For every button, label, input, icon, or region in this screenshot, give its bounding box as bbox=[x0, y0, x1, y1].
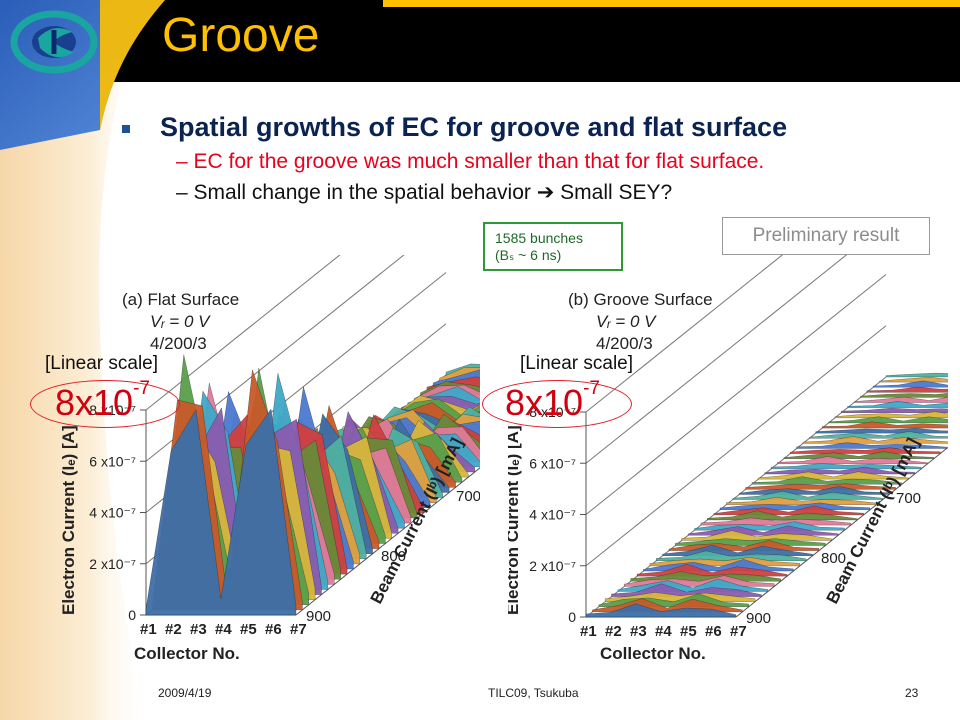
collector-tick-label: #7 bbox=[290, 621, 307, 638]
slide-title: Groove bbox=[162, 9, 320, 62]
chart-a-vr: Vᵣ = 0 V bbox=[150, 312, 211, 331]
collector-tick-label: #4 bbox=[215, 621, 232, 638]
surface-ribbon bbox=[815, 428, 948, 434]
surface-ribbon bbox=[879, 377, 948, 383]
surface-ribbon bbox=[847, 401, 948, 408]
grid-line bbox=[585, 325, 887, 567]
beam-current-tick-label: 700 bbox=[456, 488, 480, 505]
surface-ribbon bbox=[585, 603, 737, 618]
bunch-info-box: 1585 bunches (Bₛ ~ 6 ns) bbox=[483, 222, 623, 271]
max-value-a: 8x10-7 bbox=[55, 378, 150, 423]
max-value-oval-a bbox=[30, 380, 180, 428]
collector-tick-label: #5 bbox=[240, 621, 257, 638]
chart-a-title: (a) Flat Surface bbox=[122, 290, 239, 309]
bunch-spacing: (Bₛ ~ 6 ns) bbox=[495, 247, 562, 263]
z-axis-line bbox=[295, 467, 480, 616]
y-tick-label: 4 x10⁻⁷ bbox=[529, 507, 576, 523]
footer-date: 2009/4/19 bbox=[158, 686, 212, 700]
collector-tick-label: #6 bbox=[265, 621, 282, 638]
surface-ribbon bbox=[719, 502, 871, 510]
y-tick-label: 4 x10⁻⁷ bbox=[89, 505, 136, 521]
y-tick-label: 2 x10⁻⁷ bbox=[529, 558, 576, 574]
beam-current-tick-label: 900 bbox=[306, 608, 331, 625]
collector-tick-label: #2 bbox=[165, 621, 182, 638]
footer-center: TILC09, Tsukuba bbox=[488, 686, 579, 700]
surface-ribbon bbox=[745, 483, 896, 490]
chart-b-xlabel: Collector No. bbox=[600, 644, 706, 663]
surface-ribbon bbox=[866, 386, 948, 393]
beam-current-tick-label: 800 bbox=[821, 550, 846, 567]
surface-ribbon bbox=[841, 407, 948, 413]
linear-scale-label-a: [Linear scale] bbox=[45, 353, 159, 374]
max-value-oval-b bbox=[482, 380, 632, 428]
surface-ribbon bbox=[790, 447, 941, 454]
kek-logo-icon bbox=[10, 10, 98, 74]
beam-current-tick-label: 800 bbox=[381, 548, 406, 565]
grid-line bbox=[585, 255, 784, 413]
y-tick-label: 6 x10⁻⁷ bbox=[89, 453, 136, 469]
surface-ribbon bbox=[656, 550, 807, 561]
y-tick-label: 0 bbox=[128, 607, 136, 623]
surface-ribbon bbox=[860, 393, 948, 398]
chart-b-fill: 4/200/3 bbox=[596, 334, 653, 353]
collector-tick-label: #2 bbox=[605, 623, 622, 640]
sub-bullet-2: – Small change in the spatial behavior ➔… bbox=[176, 181, 673, 204]
surface-ribbon bbox=[770, 463, 922, 470]
chart-a-fill: 4/200/3 bbox=[150, 334, 207, 353]
max-value-b: 8x10-7 bbox=[505, 378, 600, 423]
chart-b-ylabel: Electron Current (Iₑ) [A] bbox=[508, 425, 522, 615]
collector-tick-label: #7 bbox=[730, 623, 747, 640]
footer-page: 23 bbox=[905, 686, 919, 700]
surface-ribbon bbox=[822, 421, 948, 429]
collector-tick-label: #1 bbox=[580, 623, 597, 640]
surface-ribbon bbox=[853, 396, 948, 403]
surface-ribbon bbox=[732, 491, 883, 500]
collector-tick-label: #3 bbox=[630, 623, 647, 640]
collector-tick-label: #6 bbox=[705, 623, 722, 640]
collector-tick-label: #4 bbox=[655, 623, 672, 640]
collector-tick-label: #5 bbox=[680, 623, 697, 640]
surface-ribbon bbox=[700, 517, 852, 526]
surface-ribbon bbox=[783, 451, 935, 459]
surface-ribbon bbox=[751, 476, 903, 485]
grid-line bbox=[145, 255, 341, 411]
grid-line bbox=[585, 274, 887, 515]
surface-ribbon bbox=[726, 497, 877, 505]
surface-ribbon bbox=[828, 416, 948, 424]
surface-ribbon bbox=[777, 456, 928, 464]
surface-ribbon bbox=[796, 442, 947, 449]
surface-ribbon bbox=[707, 510, 858, 521]
y-tick-label: 0 bbox=[568, 609, 576, 625]
z-axis-line bbox=[735, 446, 948, 618]
y-tick-label: 2 x10⁻⁷ bbox=[89, 556, 136, 572]
chart-flat-surface: (a) Flat Surface Vᵣ = 0 V 4/200/3 8 x10⁻… bbox=[60, 255, 480, 663]
y-tick-label: 6 x10⁻⁷ bbox=[529, 455, 576, 471]
linear-scale-label-b: [Linear scale] bbox=[520, 353, 634, 374]
collector-tick-label: #3 bbox=[190, 621, 207, 638]
beam-current-tick-label: 900 bbox=[746, 610, 771, 627]
surface-ribbon bbox=[885, 372, 948, 378]
main-bullet: Spatial growths of EC for groove and fla… bbox=[160, 112, 788, 142]
grid-line bbox=[585, 255, 848, 464]
bullet-square-icon bbox=[122, 125, 130, 133]
chart-a-ylabel: Electron Current (Iₑ) [A] bbox=[60, 425, 78, 615]
surface-ribbon bbox=[873, 380, 948, 388]
beam-current-tick-label: 700 bbox=[896, 490, 921, 507]
surface-ribbon bbox=[764, 466, 915, 475]
surface-ribbon bbox=[630, 571, 781, 582]
collector-tick-label: #1 bbox=[140, 621, 157, 638]
surface-ribbon bbox=[758, 471, 909, 480]
chart-b-vr: Vᵣ = 0 V bbox=[596, 312, 657, 331]
surface-ribbon bbox=[681, 530, 832, 541]
surface-ribbon bbox=[834, 411, 948, 419]
chart-a-xlabel: Collector No. bbox=[134, 644, 240, 663]
sub-bullet-1: – EC for the groove was much smaller tha… bbox=[176, 150, 765, 173]
surface-ribbon bbox=[145, 408, 297, 616]
preliminary-label: Preliminary result bbox=[722, 217, 930, 255]
surface-ribbon bbox=[809, 431, 948, 439]
surface-ribbon bbox=[802, 436, 948, 444]
chart-b-title: (b) Groove Surface bbox=[568, 290, 713, 309]
chart-groove-surface: (b) Groove Surface Vᵣ = 0 V 4/200/3 8 x1… bbox=[508, 255, 948, 663]
bunch-count: 1585 bunches bbox=[495, 230, 583, 246]
